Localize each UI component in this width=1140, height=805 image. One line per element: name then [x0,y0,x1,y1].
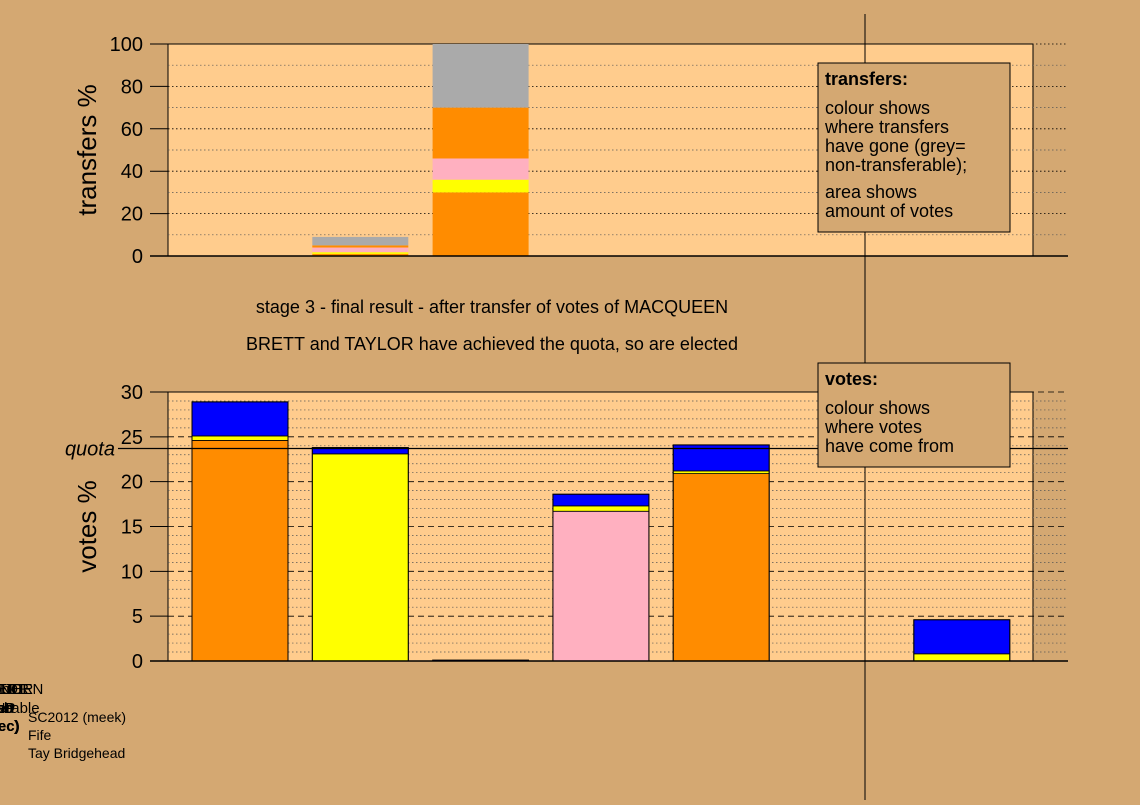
category-status: (elec) [0,718,19,735]
y-tick-label: 5 [132,606,143,628]
bar-segment-nontransferable [432,44,529,108]
category-party: SLD [0,700,15,717]
bar-segment-lab [432,158,529,180]
footer-line-1: SC2012 (meek) [28,709,126,725]
y-tick-label: 25 [121,427,143,449]
y-tick-label: 20 [121,472,143,494]
legend-votes-title: votes: [825,369,878,389]
quota-label: quota [65,438,115,460]
y-tick-label: 80 [121,76,143,98]
legend-transfers-line: non-transferable); [825,155,967,175]
category-party: SNP [0,700,15,717]
legend-transfers-title: transfers: [825,69,908,89]
category-party: transferable [0,700,40,717]
bar-segment-con [552,493,650,507]
legend-transfers-line: area shows [825,182,917,202]
legend-transfers-line: amount of votes [825,201,953,221]
footer-line-3: Tay Bridgehead [28,745,125,761]
category-name: CONNOR [0,681,33,698]
category-party: Con [0,700,14,717]
y-tick-label: 20 [121,204,143,226]
category-party: Lab [0,700,13,717]
y-tick-label: 0 [132,651,143,673]
category-name: BRETT [0,681,25,698]
y-axis-label: transfers % [72,84,102,216]
y-tick-label: 100 [110,34,143,56]
category-status: (elec) [0,718,20,735]
legend-transfers-line: have gone (grey= [825,136,966,156]
legend-votes-line: where votes [824,417,922,437]
y-tick-label: 60 [121,119,143,141]
bar-segment-snp [191,435,289,441]
bar-segment-lab [552,510,650,662]
category-party: SLD [0,700,15,717]
category-name: MACQUEEN [0,681,43,698]
bar-segment-nontransferable [312,236,409,246]
caption-line-2: BRETT and TAYLOR have achieved the quota… [246,334,738,354]
bar-segment-sld [312,253,409,256]
category-status: (elec) [0,718,20,735]
bar-segment-snp [311,453,409,662]
bar-segment-con [913,619,1011,655]
bar-segment-con [672,444,770,472]
legend-transfers-line: where transfers [824,117,949,137]
legend-transfers-line: colour shows [825,98,930,118]
bar-segment-lab [312,247,409,253]
y-tick-label: 10 [121,561,143,583]
legend-votes-line: have come from [825,436,954,456]
category-name: non- [0,681,15,698]
y-tick-label: 0 [132,246,143,268]
category-name: O'NEILL [0,681,28,698]
caption-line-1: stage 3 - final result - after transfer … [256,297,728,317]
y-tick-label: 15 [121,517,143,539]
legend-votes [817,362,1011,468]
y-tick-label: 40 [121,161,143,183]
bar-segment-sld [432,107,529,159]
bar-segment-snp [672,470,770,474]
bar-segment-sld [672,473,770,662]
bar-segment-sld [432,192,529,256]
bar-segment-sld [191,440,289,662]
bar-segment-snp [552,505,650,512]
footer-line-2: Fife [28,727,52,743]
bar-segment-con [191,401,289,437]
legend-transfers [817,62,1011,233]
category-name: TAYLOR [0,681,29,698]
legend-votes-line: colour shows [825,398,930,418]
bar-segment-snp [913,653,1011,662]
y-axis-label: votes % [72,480,102,573]
bar-segment-snp [312,252,409,254]
bar-segment-snp [432,179,529,193]
bar-segment-sld [312,245,409,248]
y-tick-label: 30 [121,382,143,404]
